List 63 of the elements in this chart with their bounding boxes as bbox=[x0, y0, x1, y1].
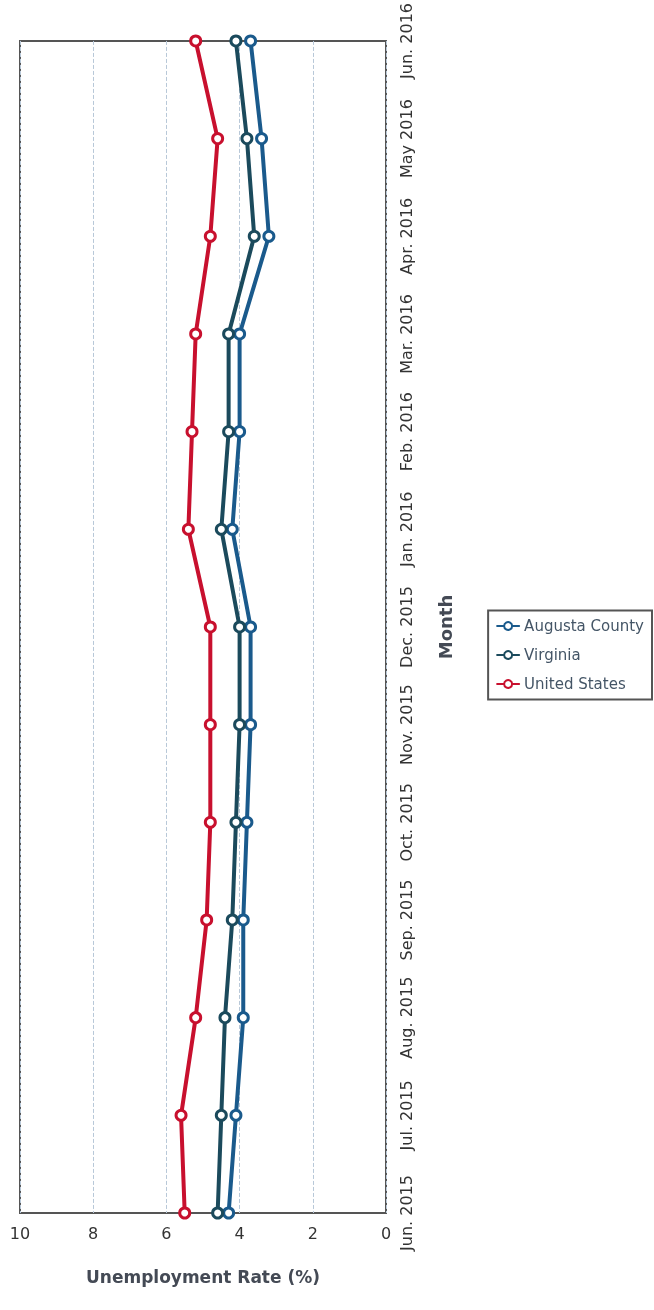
legend-label: Virginia bbox=[524, 646, 581, 664]
point bbox=[240, 815, 254, 829]
x-tick-label: 8 bbox=[88, 1223, 99, 1243]
y-tick-label: Jan. 2016 bbox=[396, 491, 416, 569]
point bbox=[211, 1206, 225, 1220]
point bbox=[178, 1206, 192, 1220]
point bbox=[189, 327, 203, 341]
y-axis-title: Month bbox=[434, 594, 456, 660]
y-tick-label: Dec. 2015 bbox=[396, 586, 416, 668]
point bbox=[218, 1011, 232, 1025]
x-tick-label: 0 bbox=[380, 1223, 392, 1243]
point bbox=[233, 327, 247, 341]
point bbox=[203, 718, 217, 732]
x-tick-label: 10 bbox=[9, 1223, 31, 1243]
point bbox=[236, 913, 250, 927]
point bbox=[189, 34, 203, 48]
y-tick-label: Aug. 2015 bbox=[396, 976, 416, 1059]
y-tick-label: Apr. 2016 bbox=[396, 197, 416, 275]
point bbox=[255, 132, 269, 146]
y-tick-label: Jun. 2015 bbox=[396, 1175, 416, 1252]
point bbox=[189, 1011, 203, 1025]
point bbox=[203, 620, 217, 634]
y-tick-label: Sep. 2015 bbox=[396, 879, 416, 961]
point bbox=[225, 522, 239, 536]
point bbox=[214, 1108, 228, 1122]
y-tick-label: Feb. 2016 bbox=[396, 392, 416, 472]
point bbox=[244, 34, 258, 48]
point bbox=[181, 522, 195, 536]
point bbox=[203, 229, 217, 243]
point bbox=[185, 425, 199, 439]
point bbox=[229, 815, 243, 829]
point bbox=[247, 229, 261, 243]
x-tick-label: 4 bbox=[234, 1223, 245, 1243]
point bbox=[244, 620, 258, 634]
legend-label: United States bbox=[524, 675, 626, 693]
point bbox=[229, 34, 243, 48]
point bbox=[244, 718, 258, 732]
point bbox=[236, 1011, 250, 1025]
point bbox=[225, 913, 239, 927]
x-axis-title: Unemployment Rate (%) bbox=[85, 1266, 321, 1287]
point bbox=[222, 327, 236, 341]
point bbox=[233, 425, 247, 439]
point bbox=[240, 132, 254, 146]
y-tick-label: May 2016 bbox=[396, 99, 416, 179]
x-tick-label: 2 bbox=[307, 1223, 318, 1243]
y-tick-label: Jun. 2016 bbox=[396, 3, 416, 80]
point bbox=[203, 815, 217, 829]
point bbox=[211, 132, 225, 146]
point bbox=[200, 913, 214, 927]
y-tick-label: Mar. 2016 bbox=[396, 294, 416, 374]
point bbox=[222, 1206, 236, 1220]
point bbox=[233, 718, 247, 732]
point bbox=[222, 425, 236, 439]
point bbox=[262, 229, 276, 243]
y-tick-label: Jul. 2015 bbox=[396, 1080, 416, 1152]
legend-label: Augusta County bbox=[524, 617, 645, 635]
point bbox=[214, 522, 228, 536]
x-tick-label: 6 bbox=[161, 1223, 172, 1243]
point bbox=[174, 1108, 188, 1122]
point bbox=[233, 620, 247, 634]
point bbox=[229, 1108, 243, 1122]
y-tick-label: Oct. 2015 bbox=[396, 783, 416, 862]
y-tick-label: Nov. 2015 bbox=[396, 684, 416, 766]
